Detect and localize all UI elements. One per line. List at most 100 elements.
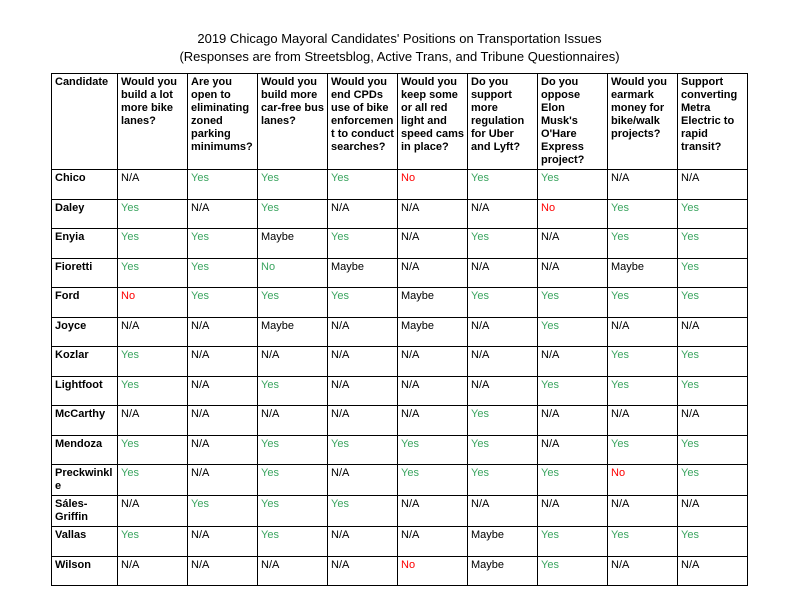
candidate-name: Lightfoot: [51, 375, 118, 406]
column-header: Do you support more regulation for Uber …: [467, 73, 538, 170]
table-row: Mendoza Yes N/A Yes Yes Yes Yes N/A Yes Yes: [51, 434, 748, 465]
answer-cell: N/A: [677, 555, 748, 586]
answer-cell: No: [397, 555, 468, 586]
table-row: Enyia Yes Yes Maybe Yes N/A Yes N/A Yes Yes: [51, 228, 748, 259]
answer-cell: N/A: [467, 495, 538, 527]
answer-cell: N/A: [397, 257, 468, 288]
table-row: Joyce N/A N/A Maybe N/A Maybe N/A Yes N/A N/A: [51, 316, 748, 347]
answer-cell: N/A: [537, 346, 608, 377]
answer-cell: Yes: [537, 316, 608, 347]
table-row: Chico N/A Yes Yes Yes No Yes Yes N/A N/A: [51, 169, 748, 200]
answer-cell: Yes: [537, 287, 608, 318]
answer-cell: Yes: [467, 405, 538, 436]
answer-cell: Yes: [607, 375, 678, 406]
answer-cell: Maybe: [257, 316, 328, 347]
answer-cell: N/A: [187, 464, 258, 496]
answer-cell: N/A: [327, 198, 398, 229]
table-row: Ford No Yes Yes Yes Maybe Yes Yes Yes Yes: [51, 287, 748, 318]
answer-cell: Yes: [117, 434, 188, 465]
answer-cell: Yes: [537, 464, 608, 496]
answer-cell: Yes: [467, 169, 538, 200]
answer-cell: Maybe: [607, 257, 678, 288]
answer-cell: Yes: [607, 228, 678, 259]
candidate-name: Wilson: [51, 555, 118, 586]
answer-cell: Yes: [607, 287, 678, 318]
answer-cell: N/A: [117, 555, 188, 586]
header-row: Candidate Would you build a lot more bike…: [51, 73, 748, 170]
answer-cell: N/A: [327, 405, 398, 436]
table-row: Fioretti Yes Yes No Maybe N/A N/A N/A Maybe Yes: [51, 257, 748, 288]
answer-cell: N/A: [607, 405, 678, 436]
answer-cell: N/A: [187, 375, 258, 406]
column-header: Would you earmark money for bike/walk pr…: [607, 73, 678, 170]
answer-cell: Yes: [537, 555, 608, 586]
answer-cell: N/A: [677, 495, 748, 527]
answer-cell: N/A: [467, 375, 538, 406]
candidate-name: Preckwinkle: [51, 464, 118, 496]
table-row: Sáles-Griffin N/A Yes Yes Yes N/A N/A N/A N/A N/A: [51, 495, 748, 527]
answer-cell: N/A: [537, 257, 608, 288]
answer-cell: Yes: [257, 434, 328, 465]
answer-cell: Yes: [117, 375, 188, 406]
answer-cell: N/A: [327, 375, 398, 406]
answer-cell: N/A: [327, 464, 398, 496]
answer-cell: N/A: [117, 495, 188, 527]
answer-cell: Yes: [117, 198, 188, 229]
answer-cell: N/A: [327, 346, 398, 377]
answer-cell: Yes: [257, 495, 328, 527]
answer-cell: N/A: [187, 526, 258, 557]
answer-cell: Yes: [257, 464, 328, 496]
answer-cell: Yes: [187, 169, 258, 200]
answer-cell: Yes: [467, 287, 538, 318]
answer-cell: Yes: [677, 346, 748, 377]
answer-cell: Yes: [677, 526, 748, 557]
answer-cell: N/A: [397, 375, 468, 406]
table-row: Vallas Yes N/A Yes N/A N/A Maybe Yes Yes Yes: [51, 526, 748, 557]
answer-cell: Yes: [257, 169, 328, 200]
answer-cell: N/A: [607, 495, 678, 527]
answer-cell: Maybe: [467, 526, 538, 557]
column-header: Are you open to eliminating zoned parkin…: [187, 73, 258, 170]
column-header: Would you end CPDs use of bike enforceme…: [327, 73, 398, 170]
answer-cell: No: [117, 287, 188, 318]
answer-cell: Yes: [327, 287, 398, 318]
answer-cell: Yes: [187, 257, 258, 288]
column-header: Would you build a lot more bike lanes?: [117, 73, 188, 170]
answer-cell: N/A: [187, 434, 258, 465]
answer-cell: Yes: [537, 526, 608, 557]
answer-cell: No: [257, 257, 328, 288]
answer-cell: N/A: [467, 346, 538, 377]
answer-cell: Yes: [537, 169, 608, 200]
candidate-name: Enyia: [51, 228, 118, 259]
answer-cell: N/A: [257, 555, 328, 586]
answer-cell: N/A: [117, 316, 188, 347]
table-row: Daley Yes N/A Yes N/A N/A N/A No Yes Yes: [51, 198, 748, 229]
answer-cell: Yes: [257, 375, 328, 406]
answer-cell: Yes: [257, 287, 328, 318]
answer-cell: N/A: [397, 346, 468, 377]
answer-cell: Yes: [327, 495, 398, 527]
candidate-name: Fioretti: [51, 257, 118, 288]
answer-cell: N/A: [397, 228, 468, 259]
answer-cell: N/A: [187, 405, 258, 436]
answer-cell: Yes: [467, 228, 538, 259]
answer-cell: Yes: [327, 434, 398, 465]
candidate-name: Joyce: [51, 316, 118, 347]
answer-cell: Yes: [607, 198, 678, 229]
answer-cell: N/A: [397, 405, 468, 436]
answer-cell: Yes: [677, 228, 748, 259]
answer-cell: N/A: [327, 526, 398, 557]
page-subtitle: (Responses are from Streetsblog, Active …: [179, 49, 620, 64]
answer-cell: Yes: [607, 434, 678, 465]
answer-cell: N/A: [397, 526, 468, 557]
answer-cell: N/A: [257, 346, 328, 377]
answer-cell: N/A: [467, 257, 538, 288]
candidate-name: Ford: [51, 287, 118, 318]
answer-cell: Yes: [257, 198, 328, 229]
answer-cell: N/A: [187, 316, 258, 347]
table-row: Lightfoot Yes N/A Yes N/A N/A N/A Yes Yes Yes: [51, 375, 748, 406]
candidate-name: McCarthy: [51, 405, 118, 436]
answer-cell: N/A: [607, 169, 678, 200]
column-header: Would you build more car-free bus lanes?: [257, 73, 328, 170]
